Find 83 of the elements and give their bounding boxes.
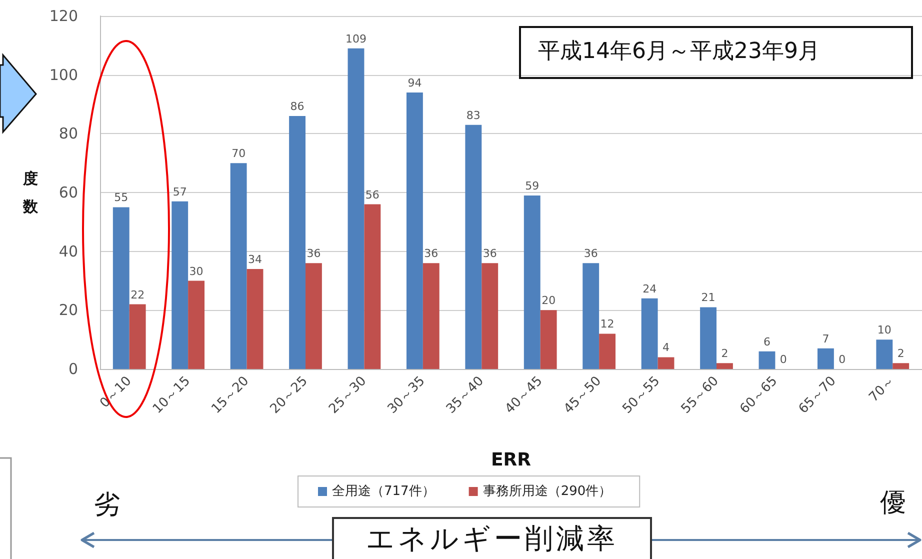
data-label: 20 (542, 294, 556, 308)
x-tick-label: 60～65 (737, 374, 781, 417)
legend-label: 事務所用途（290件） (482, 484, 612, 499)
data-label: 57 (172, 185, 187, 198)
data-label: 86 (290, 100, 304, 114)
data-label: 2 (897, 347, 904, 360)
y-axis-title: 度数 (22, 170, 39, 216)
data-label: 2 (721, 347, 728, 360)
bar (716, 363, 733, 369)
x-tick-label: 30～35 (385, 374, 428, 417)
bar (700, 307, 716, 369)
bar (758, 351, 776, 369)
data-label: 55 (114, 191, 128, 204)
bar (406, 92, 423, 369)
y-tick-label: 20 (58, 301, 78, 320)
x-tick-label: 10～15 (150, 374, 194, 417)
bar (641, 298, 658, 369)
data-label: 0 (780, 353, 787, 366)
bar (129, 304, 146, 369)
x-tick-label: 40～45 (502, 374, 546, 417)
text: 優 (880, 488, 906, 518)
x-tick-label: 20～25 (268, 374, 311, 417)
data-label: 36 (306, 247, 321, 260)
data-label: 4 (662, 341, 670, 354)
x-tick-label: 25～30 (326, 374, 370, 417)
bar (246, 268, 264, 369)
x-tick-label: 70～ (866, 374, 898, 406)
y-tick-label: 0 (68, 360, 78, 378)
data-label: 12 (600, 318, 614, 331)
text: エネルギー削減率 (365, 522, 619, 556)
bar (112, 207, 130, 369)
x-tick-label: 65～70 (796, 374, 840, 417)
x-tick-label: 15～20 (208, 374, 252, 417)
y-tick-label: 100 (49, 66, 78, 84)
bar (422, 263, 440, 369)
bar (582, 263, 600, 369)
legend-label: 全用途（717件） (332, 484, 435, 499)
bar (892, 363, 910, 369)
bar (658, 357, 674, 369)
data-label: 0 (838, 353, 846, 366)
data-label: 7 (822, 332, 830, 346)
bar (348, 48, 364, 369)
y-tick-label: 40 (58, 242, 78, 260)
data-label: 70 (232, 147, 246, 160)
x-tick-label: 50～55 (620, 374, 664, 417)
data-label: 59 (525, 179, 540, 192)
bar (306, 263, 322, 369)
data-label: 30 (189, 264, 204, 278)
y-tick-label: 60 (58, 184, 78, 202)
x-tick-label: 35～40 (444, 374, 487, 417)
data-label: 109 (345, 32, 366, 46)
x-axis-title: ERR (490, 450, 532, 470)
bar (230, 163, 247, 369)
y-tick-label: 120 (49, 7, 78, 25)
x-tick-label: 45～50 (561, 374, 604, 417)
bar (364, 204, 381, 369)
data-label: 22 (130, 288, 145, 302)
data-label: 34 (248, 252, 262, 266)
bar (465, 124, 482, 369)
text: 劣 (94, 490, 120, 520)
data-label: 36 (482, 247, 497, 260)
data-label: 36 (584, 247, 598, 260)
bar (817, 348, 834, 369)
data-label: 21 (701, 291, 716, 304)
bar (188, 280, 205, 369)
bar (172, 201, 188, 369)
data-label: 56 (365, 188, 380, 202)
y-tick-label: 80 (58, 124, 78, 143)
annotation: 平成14年6月～平成23年9月 (538, 38, 820, 66)
data-label: 24 (642, 282, 657, 296)
data-label: 6 (763, 335, 770, 348)
x-tick-label: 55～60 (678, 374, 722, 417)
data-label: 94 (408, 76, 422, 90)
bar (524, 195, 540, 369)
x-tick-label: 0～10 (97, 374, 135, 412)
data-label: 10 (877, 324, 892, 337)
bar (482, 263, 498, 369)
data-label: 36 (424, 247, 438, 260)
bar (289, 116, 306, 369)
data-label: 83 (466, 108, 480, 122)
bar (540, 310, 557, 369)
bar (876, 340, 893, 369)
bar (599, 334, 616, 369)
